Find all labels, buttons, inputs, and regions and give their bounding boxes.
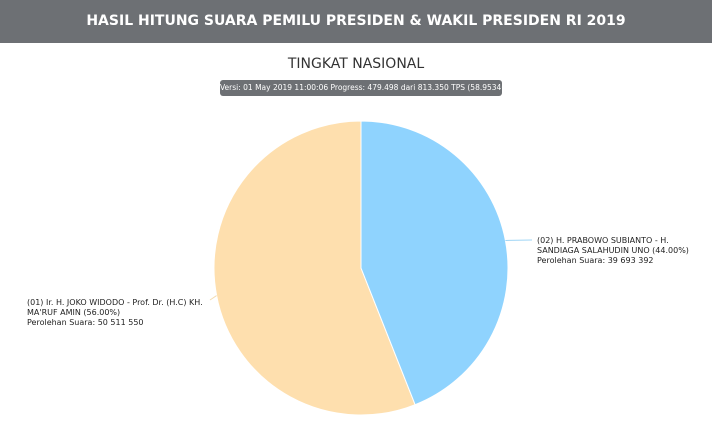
pie-slice [360,120,509,406]
value-label: (56.00%) [83,308,121,317]
candidate-name: (01) Ir. H. JOKO WIDODO - Prof. Dr. (H.C… [27,298,203,317]
votes-line: Perolehan Suara: 39 693 392 [537,256,707,266]
candidate-name: (02) H. PRABOWO SUBIANTO - H. SANDIAGA S… [537,236,669,255]
version-badge: Versi: 01 May 2019 11:00:06 Progress: 47… [220,80,516,96]
votes-value: 39 693 392 [607,256,654,265]
slice-label: (01) Ir. H. JOKO WIDODO - Prof. Dr. (H.C… [27,298,212,328]
votes-line: Perolehan Suara: 50 511 550 [27,318,212,328]
votes-value: 50 511 550 [97,318,144,327]
header-title: HASIL HITUNG SUARA PEMILU PRESIDEN & WAK… [0,0,712,43]
votes-title: Perolehan Suara: [537,256,606,265]
leader-line [209,295,217,301]
chart-title: TINGKAT NASIONAL [287,56,425,72]
votes-title: Perolehan Suara: [27,318,96,327]
slice-label: (02) H. PRABOWO SUBIANTO - H. SANDIAGA S… [537,236,707,266]
value-label: (44.00%) [652,246,689,255]
